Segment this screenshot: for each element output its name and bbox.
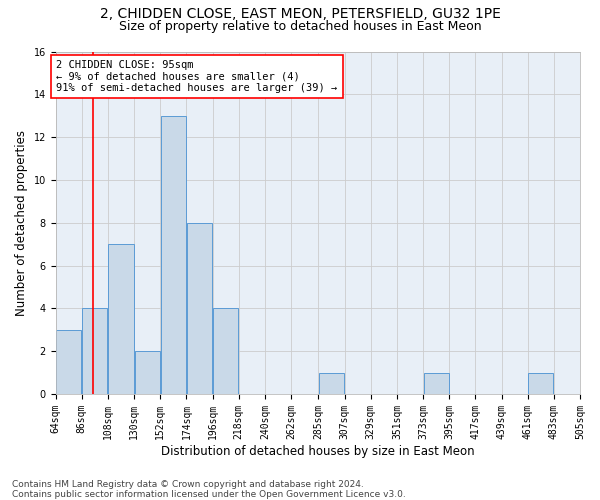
Bar (161, 116, 186, 394)
Bar (134, 351, 160, 394)
Text: Contains HM Land Registry data © Crown copyright and database right 2024.
Contai: Contains HM Land Registry data © Crown c… (12, 480, 406, 499)
Bar (56, 330, 82, 394)
X-axis label: Distribution of detached houses by size in East Meon: Distribution of detached houses by size … (161, 444, 475, 458)
Bar (109, 244, 134, 394)
Bar (213, 308, 238, 394)
Bar (528, 372, 553, 394)
Text: 2 CHIDDEN CLOSE: 95sqm
← 9% of detached houses are smaller (4)
91% of semi-detac: 2 CHIDDEN CLOSE: 95sqm ← 9% of detached … (56, 60, 337, 94)
Text: Size of property relative to detached houses in East Meon: Size of property relative to detached ho… (119, 20, 481, 33)
Y-axis label: Number of detached properties: Number of detached properties (15, 130, 28, 316)
Bar (424, 372, 449, 394)
Bar (187, 222, 212, 394)
Text: 2, CHIDDEN CLOSE, EAST MEON, PETERSFIELD, GU32 1PE: 2, CHIDDEN CLOSE, EAST MEON, PETERSFIELD… (100, 8, 500, 22)
Bar (82, 308, 107, 394)
Bar (319, 372, 344, 394)
